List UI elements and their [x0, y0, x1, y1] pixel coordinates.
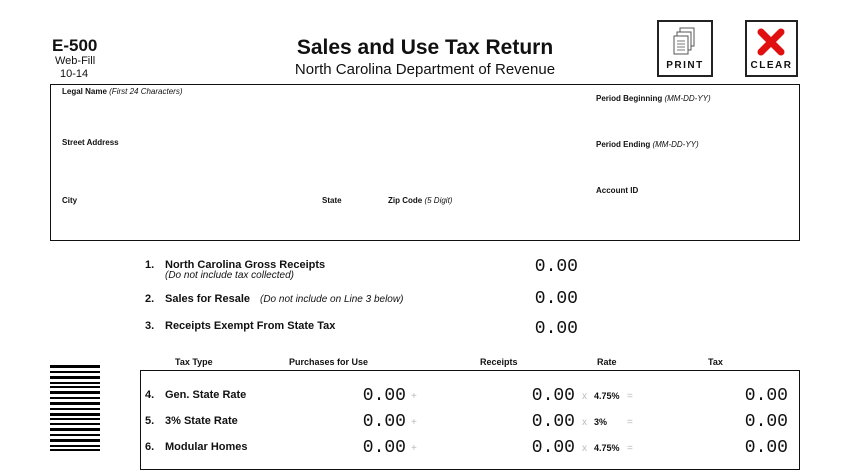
receipts-amount[interactable]: 0.00 — [531, 438, 575, 458]
clear-icon — [757, 28, 785, 56]
barcode-bar — [50, 386, 100, 388]
tax-amount[interactable]: 0.00 — [744, 386, 788, 406]
barcode-bar — [50, 397, 100, 399]
print-label: PRINT — [666, 60, 704, 71]
hint: (5 Digit) — [424, 196, 453, 205]
barcode-bar — [50, 428, 100, 431]
tax-amount[interactable]: 0.00 — [744, 438, 788, 458]
purchases-amount[interactable]: 0.00 — [362, 438, 406, 458]
barcode-bar — [50, 408, 100, 410]
zip-field[interactable]: Zip Code (5 Digit) — [388, 196, 452, 205]
taxpayer-box — [50, 84, 800, 241]
times-sign: x — [582, 443, 587, 454]
column-header: Rate — [597, 357, 617, 367]
period-ending-field[interactable]: Period Ending (MM-DD-YY) — [596, 140, 699, 149]
plus-sign: + — [411, 443, 417, 454]
hint: (First 24 Characters) — [109, 87, 183, 96]
rate: 4.75% — [594, 443, 620, 453]
column-header: Tax — [708, 357, 723, 367]
print-button[interactable]: PRINT — [657, 20, 713, 77]
receipts-amount[interactable]: 0.00 — [531, 386, 575, 406]
line-amount[interactable]: 0.00 — [534, 289, 578, 309]
row-number: 5. — [145, 415, 155, 427]
barcode-bar — [50, 371, 100, 373]
legal-name-field[interactable]: Legal Name (First 24 Characters) — [62, 87, 183, 96]
barcode-bar — [50, 418, 100, 420]
times-sign: x — [582, 417, 587, 428]
column-header: Receipts — [480, 357, 518, 367]
hint: (MM-DD-YY) — [652, 140, 699, 149]
barcode-bar — [50, 376, 100, 379]
rate: 3% — [594, 417, 608, 427]
label: Zip Code — [388, 196, 423, 205]
form-id: E-500 — [52, 36, 98, 55]
period-beginning-field[interactable]: Period Beginning (MM-DD-YY) — [596, 94, 711, 103]
purchases-amount[interactable]: 0.00 — [362, 386, 406, 406]
state-field[interactable]: State — [322, 196, 342, 205]
row-label: Modular Homes — [165, 441, 248, 453]
barcode-bar — [50, 445, 100, 447]
tax-amount[interactable]: 0.00 — [744, 412, 788, 432]
label: Legal Name — [62, 87, 107, 96]
equals-sign: = — [627, 391, 633, 402]
street-address-field[interactable]: Street Address — [62, 138, 119, 147]
times-sign: x — [582, 391, 587, 402]
label: Period Beginning — [596, 94, 663, 103]
subtitle: North Carolina Department of Revenue — [294, 61, 556, 78]
plus-sign: + — [411, 417, 417, 428]
column-header: Purchases for Use — [289, 357, 369, 367]
equals-sign: = — [627, 417, 633, 428]
row-label: Gen. State Rate — [165, 389, 247, 401]
receipts-amount[interactable]: 0.00 — [531, 412, 575, 432]
line-amount[interactable]: 0.00 — [534, 319, 578, 339]
page: E-500 Web-Fill 10-14 Sales and Use Tax R… — [50, 20, 800, 470]
barcode-bar — [50, 382, 100, 384]
clear-label: CLEAR — [750, 60, 793, 71]
barcode-bar — [50, 439, 100, 442]
equals-sign: = — [627, 443, 633, 454]
account-id-field[interactable]: Account ID — [596, 186, 639, 195]
barcode-bar — [50, 413, 100, 416]
line-amount[interactable]: 0.00 — [534, 257, 578, 277]
barcode-bar — [50, 391, 100, 394]
label: Period Ending — [596, 140, 651, 149]
line-note: (Do not include on Line 3 below) — [260, 294, 404, 305]
tax-table-box — [140, 370, 800, 470]
title: Sales and Use Tax Return — [296, 36, 554, 59]
line-number: 3. — [145, 320, 155, 332]
line-label: Receipts Exempt From State Tax — [165, 320, 336, 332]
print-icon — [673, 27, 695, 55]
barcode-bar — [50, 423, 100, 425]
version: 10-14 — [60, 68, 89, 80]
line-note: (Do not include tax collected) — [165, 270, 294, 281]
barcode-bar — [50, 365, 100, 368]
hint: (MM-DD-YY) — [664, 94, 711, 103]
edition: Web-Fill — [55, 55, 96, 67]
row-number: 4. — [145, 389, 155, 401]
barcode-bar — [50, 449, 100, 451]
city-field[interactable]: City — [62, 196, 78, 205]
row-label: 3% State Rate — [165, 415, 238, 427]
clear-button[interactable]: CLEAR — [745, 20, 798, 77]
purchases-amount[interactable]: 0.00 — [362, 412, 406, 432]
rate: 4.75% — [594, 391, 620, 401]
line-number: 2. — [145, 293, 155, 305]
column-header: Tax Type — [175, 357, 213, 367]
barcode-bar — [50, 434, 100, 436]
line-number: 1. — [145, 259, 155, 271]
row-number: 6. — [145, 441, 155, 453]
line-label: North Carolina Gross Receipts — [165, 259, 326, 271]
line-label: Sales for Resale — [165, 293, 250, 305]
barcode-bar — [50, 402, 100, 405]
plus-sign: + — [411, 391, 417, 402]
